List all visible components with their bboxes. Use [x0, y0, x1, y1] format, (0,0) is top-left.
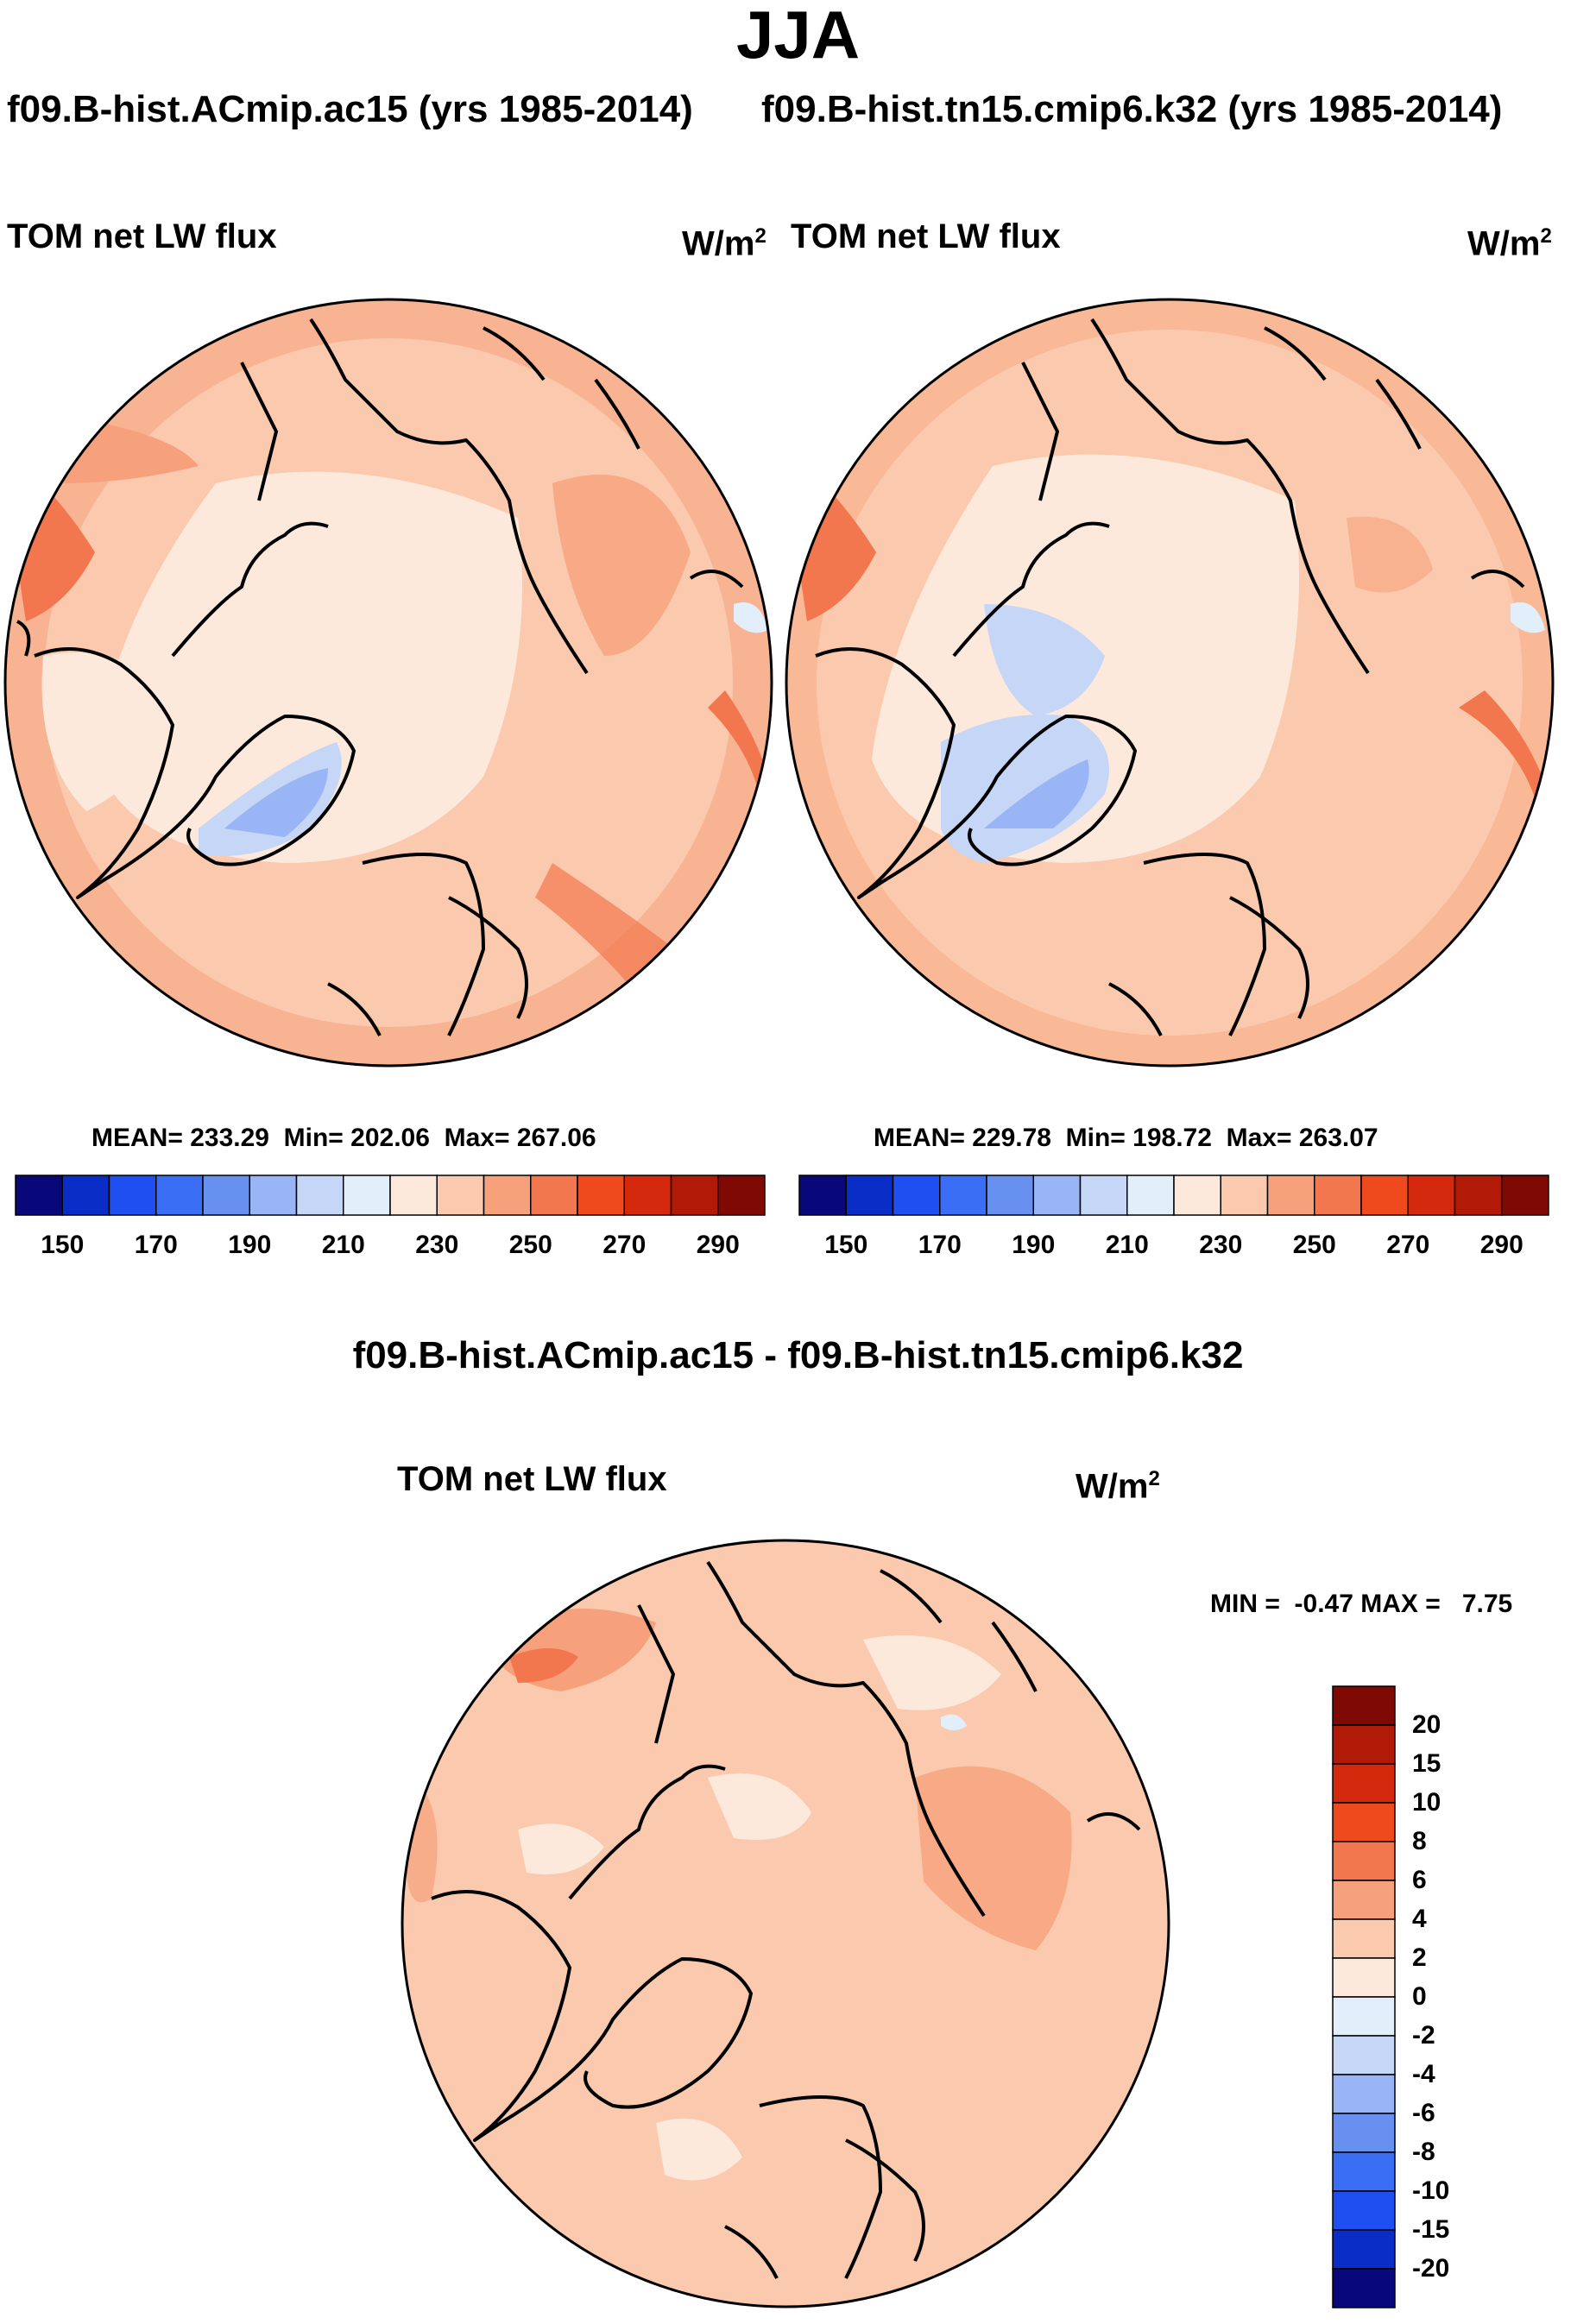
colorbar-swatch	[845, 1175, 894, 1216]
colorbar-swatch	[1332, 2229, 1396, 2270]
colorbar-swatch	[108, 1175, 157, 1216]
colorbar-swatch	[1266, 1175, 1315, 1216]
colorbar-swatch	[1173, 1175, 1221, 1216]
colorbar-swatch	[1079, 1175, 1128, 1216]
colorbar-swatch	[249, 1175, 298, 1216]
colorbar-swatch	[1332, 1802, 1396, 1842]
colorbar-tick-label: 190	[1012, 1231, 1056, 1259]
colorbar-swatch	[939, 1175, 987, 1216]
variable-label-right: TOM net LW flux	[791, 217, 1061, 255]
colorbar-swatch	[1332, 2268, 1396, 2308]
colorbar-tick-label: 150	[41, 1231, 85, 1259]
difference-title: f09.B-hist.ACmip.ac15 - f09.B-hist.tn15.…	[352, 1334, 1244, 1376]
colorbar-swatch	[1332, 1996, 1396, 2037]
stats-right: MEAN= 229.78 Min= 198.72 Max= 263.07	[874, 1124, 1378, 1152]
colorbar-tick-label: 170	[134, 1231, 178, 1259]
colorbar-swatch	[1454, 1175, 1503, 1216]
colorbar-swatch	[717, 1175, 766, 1216]
colorbar-swatch	[436, 1175, 485, 1216]
colorbar-tick-label: -6	[1412, 2099, 1435, 2127]
colorbar-tick-label: 4	[1412, 1905, 1427, 1933]
colorbar-swatch	[1332, 1918, 1396, 1959]
colorbar-swatch	[295, 1175, 344, 1216]
colorbar-swatch	[1332, 2151, 1396, 2192]
colorbar-swatch	[1407, 1175, 1456, 1216]
colorbar-swatch	[343, 1175, 391, 1216]
colorbar-right	[798, 1175, 1549, 1216]
colorbar-tick-label: 10	[1412, 1788, 1441, 1817]
colorbar-swatch	[1332, 2113, 1396, 2153]
colorbar-tick-label: 290	[1479, 1231, 1523, 1259]
colorbar-tick-label: 250	[508, 1231, 552, 1259]
colorbar-swatch	[1332, 1880, 1396, 1920]
colorbar-swatch	[483, 1175, 532, 1216]
colorbar-tick-label: 270	[602, 1231, 647, 1259]
colorbar-swatch	[1360, 1175, 1409, 1216]
stats-left: MEAN= 233.29 Min= 202.06 Max= 267.06	[91, 1124, 596, 1152]
colorbar-tick-label: -2	[1412, 2021, 1435, 2050]
colorbar-tick-label: -4	[1412, 2060, 1435, 2088]
units-label-right: W/m2	[1467, 224, 1552, 263]
colorbar-swatch	[1501, 1175, 1549, 1216]
diff-minmax: MIN = -0.47 MAX = 7.75	[1210, 1590, 1513, 1618]
colorbar-tick-label: -8	[1412, 2138, 1435, 2166]
colorbar-tick-label: 230	[1199, 1231, 1243, 1259]
colorbar-swatch	[202, 1175, 250, 1216]
colorbar-swatch	[798, 1175, 847, 1216]
colorbar-left	[15, 1175, 766, 1216]
units-label-left: W/m2	[682, 224, 766, 263]
colorbar-tick-label: 8	[1412, 1827, 1427, 1855]
colorbar-diff	[1332, 1685, 1396, 2308]
colorbar-swatch	[892, 1175, 941, 1216]
case-title-right: f09.B-hist.tn15.cmip6.k32 (yrs 1985-2014…	[761, 88, 1503, 130]
colorbar-swatch	[623, 1175, 672, 1216]
season-title: JJA	[735, 0, 861, 72]
colorbar-tick-label: 15	[1412, 1749, 1441, 1778]
colorbar-tick-label: 270	[1386, 1231, 1430, 1259]
units-label-diff: W/m2	[1076, 1467, 1160, 1506]
colorbar-swatch	[389, 1175, 438, 1216]
colorbar-swatch	[61, 1175, 110, 1216]
colorbar-swatch	[155, 1175, 204, 1216]
colorbar-tick-label: 190	[228, 1231, 272, 1259]
colorbar-tick-label: 230	[415, 1231, 459, 1259]
colorbar-tick-label: 6	[1412, 1866, 1427, 1894]
colorbar-swatch	[1332, 1724, 1396, 1765]
colorbar-swatch	[1032, 1175, 1082, 1216]
colorbar-swatch	[1332, 1685, 1396, 1726]
colorbar-swatch	[670, 1175, 719, 1216]
colorbar-swatch	[1332, 2074, 1396, 2114]
colorbar-tick-label: 290	[696, 1231, 740, 1259]
colorbar-swatch	[1126, 1175, 1175, 1216]
colorbar-tick-label: -15	[1412, 2215, 1450, 2244]
colorbar-tick-label: 210	[321, 1231, 365, 1259]
colorbar-swatch	[530, 1175, 578, 1216]
colorbar-tick-label: 150	[824, 1231, 868, 1259]
colorbar-swatch	[1332, 1957, 1396, 1998]
variable-label-diff: TOM net LW flux	[397, 1460, 667, 1498]
colorbar-tick-label: 0	[1412, 1982, 1427, 2011]
colorbar-swatch	[1332, 1841, 1396, 1881]
colorbar-tick-label: 2	[1412, 1943, 1427, 1972]
colorbar-tick-label: 250	[1292, 1231, 1336, 1259]
variable-label-left: TOM net LW flux	[7, 217, 277, 255]
colorbar-swatch	[1220, 1175, 1269, 1216]
colorbar-swatch	[577, 1175, 625, 1216]
colorbar-swatch	[1332, 1763, 1396, 1804]
colorbar-tick-label: 170	[918, 1231, 962, 1259]
colorbar-tick-label: -10	[1412, 2176, 1450, 2205]
colorbar-swatch	[1314, 1175, 1362, 1216]
colorbar-swatch	[1332, 2190, 1396, 2231]
colorbar-tick-label: -20	[1412, 2254, 1450, 2283]
case-title-left: f09.B-hist.ACmip.ac15 (yrs 1985-2014)	[7, 88, 693, 130]
colorbar-swatch	[986, 1175, 1034, 1216]
colorbar-swatch	[15, 1175, 63, 1216]
colorbar-tick-label: 20	[1412, 1710, 1441, 1739]
colorbar-tick-label: 210	[1105, 1231, 1149, 1259]
colorbar-swatch	[1332, 2035, 1396, 2075]
